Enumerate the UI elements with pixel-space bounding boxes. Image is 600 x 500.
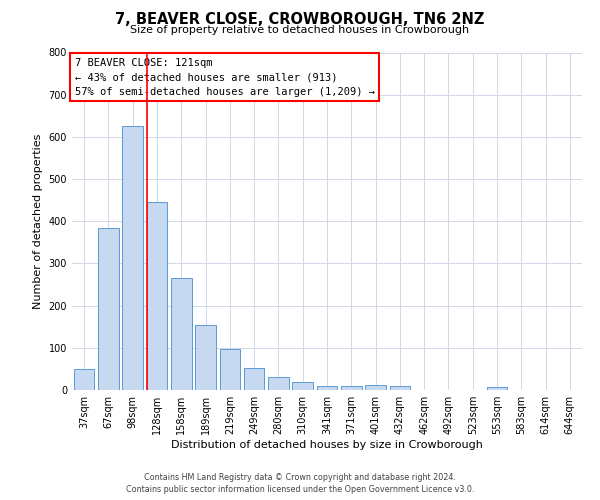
- Bar: [171, 278, 191, 390]
- Bar: [220, 349, 240, 390]
- Text: Size of property relative to detached houses in Crowborough: Size of property relative to detached ho…: [130, 25, 470, 35]
- Bar: [98, 228, 119, 390]
- Bar: [389, 386, 410, 390]
- Bar: [195, 324, 216, 390]
- Bar: [317, 386, 337, 390]
- Bar: [365, 385, 386, 390]
- Bar: [487, 387, 508, 390]
- Y-axis label: Number of detached properties: Number of detached properties: [33, 134, 43, 309]
- Bar: [341, 386, 362, 390]
- Text: 7, BEAVER CLOSE, CROWBOROUGH, TN6 2NZ: 7, BEAVER CLOSE, CROWBOROUGH, TN6 2NZ: [115, 12, 485, 28]
- Bar: [122, 126, 143, 390]
- Text: Contains HM Land Registry data © Crown copyright and database right 2024.
Contai: Contains HM Land Registry data © Crown c…: [126, 472, 474, 494]
- X-axis label: Distribution of detached houses by size in Crowborough: Distribution of detached houses by size …: [171, 440, 483, 450]
- Bar: [74, 369, 94, 390]
- Bar: [292, 382, 313, 390]
- Bar: [268, 378, 289, 390]
- Bar: [244, 368, 265, 390]
- Text: 7 BEAVER CLOSE: 121sqm
← 43% of detached houses are smaller (913)
57% of semi-de: 7 BEAVER CLOSE: 121sqm ← 43% of detached…: [74, 58, 374, 97]
- Bar: [146, 202, 167, 390]
